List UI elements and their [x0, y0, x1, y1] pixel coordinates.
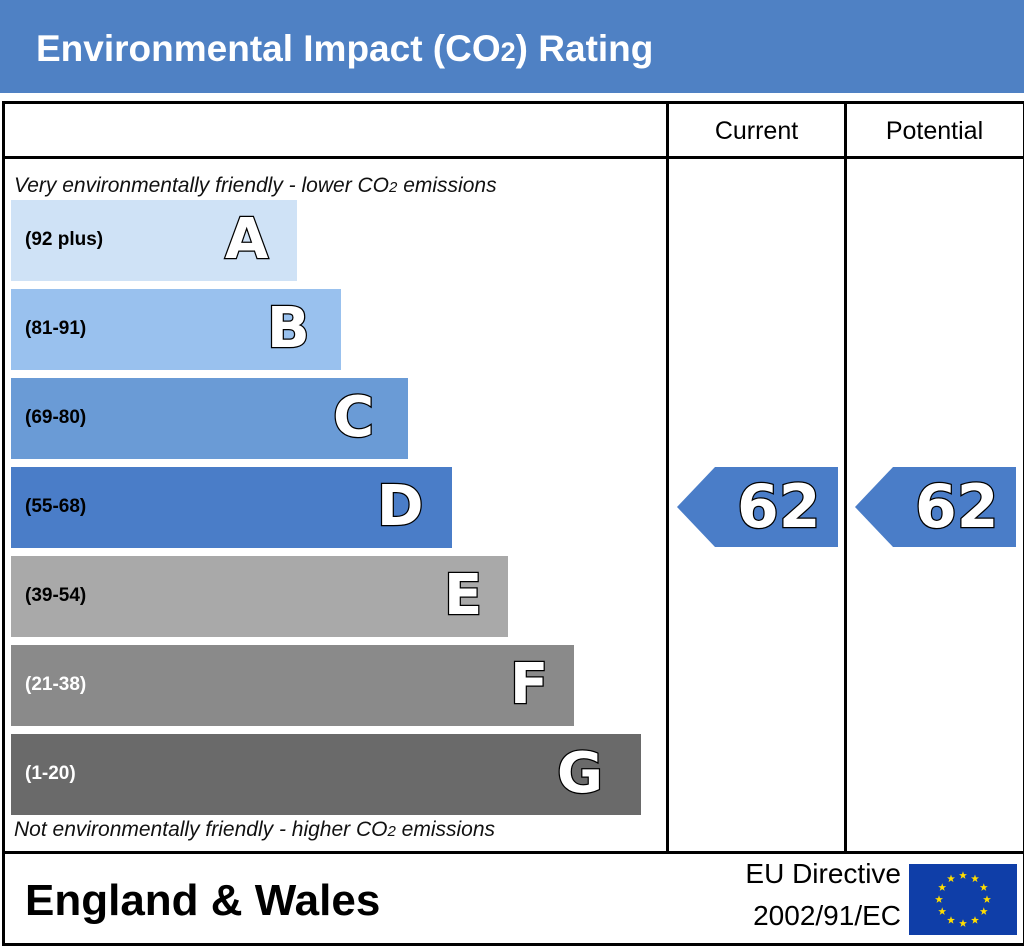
potential-rating-value: 62 — [914, 471, 1000, 544]
region-label: England & Wales — [25, 876, 381, 925]
band-d-range: (55-68) — [25, 496, 87, 517]
band-a-range: (92 plus) — [25, 229, 104, 250]
title-subscript: 2 — [500, 37, 516, 67]
band-f-letter: F — [509, 651, 550, 719]
current-arrow-shape — [677, 467, 838, 547]
title-text-end: ) Rating — [515, 28, 654, 69]
current-column-heading: Current — [714, 117, 799, 145]
band-g-range: (1-20) — [25, 763, 76, 784]
top-caption-subscript: 2 — [389, 179, 398, 196]
eu-star-icon — [947, 916, 955, 924]
eu-star-icon — [959, 919, 967, 927]
band-c-range: (69-80) — [25, 407, 87, 428]
band-a: (92 plus) A — [11, 200, 297, 281]
band-c-letter: C — [332, 384, 376, 452]
eu-directive-number: 2002/91/EC — [753, 900, 901, 931]
band-c: (69-80) C — [11, 378, 408, 459]
title-text: Environmental Impact (CO — [36, 28, 501, 69]
top-caption-text-end: emissions — [397, 174, 497, 197]
band-f-range: (21-38) — [25, 674, 87, 695]
band-g: (1-20) G — [11, 734, 641, 815]
eu-directive-label: EU Directive — [745, 858, 901, 889]
band-e-range: (39-54) — [25, 585, 87, 606]
band-f: (21-38) F — [11, 645, 574, 726]
eu-star-icon — [971, 874, 979, 883]
band-e: (39-54) E — [11, 556, 508, 637]
eu-star-icon — [935, 895, 943, 903]
header-bar: Environmental Impact (CO2) Rating — [0, 0, 1024, 93]
eu-star-icon — [947, 874, 955, 883]
eu-star-icon — [971, 916, 979, 924]
current-rating-value: 62 — [736, 471, 822, 544]
eu-star-icon — [979, 883, 988, 891]
potential-column-heading: Potential — [885, 117, 984, 145]
current-rating-arrow: 62 — [677, 467, 838, 547]
header-row-divider — [2, 156, 1024, 159]
eu-star-icon — [983, 895, 991, 903]
bottom-caption-text: Not environmentally friendly - higher CO — [14, 818, 388, 841]
bottom-caption: Not environmentally friendly - higher CO… — [14, 818, 495, 842]
band-g-letter: G — [556, 740, 604, 808]
footer-row-divider — [2, 851, 1024, 854]
bottom-caption-subscript: 2 — [387, 823, 396, 840]
eu-star-icon — [938, 883, 947, 891]
band-d: (55-68) D — [11, 467, 452, 548]
potential-arrow-shape — [855, 467, 1016, 547]
band-e-letter: E — [443, 562, 484, 630]
band-d-letter: D — [376, 473, 425, 541]
top-caption: Very environmentally friendly - lower CO… — [14, 174, 497, 198]
band-b-range: (81-91) — [25, 318, 87, 339]
eu-star-icon — [959, 871, 967, 879]
bottom-caption-text-end: emissions — [395, 818, 496, 841]
band-b: (81-91) B — [11, 289, 341, 370]
eu-star-icon — [938, 907, 947, 915]
potential-column-divider — [844, 101, 847, 854]
eu-star-icon — [979, 907, 988, 915]
page-title: Environmental Impact (CO2) Rating — [36, 28, 653, 70]
band-a-letter: A — [224, 206, 270, 274]
potential-rating-arrow: 62 — [855, 467, 1016, 547]
current-column-divider — [666, 101, 669, 854]
band-b-letter: B — [266, 295, 311, 363]
top-caption-text: Very environmentally friendly - lower CO — [14, 174, 390, 197]
eu-flag-icon — [909, 864, 1017, 935]
